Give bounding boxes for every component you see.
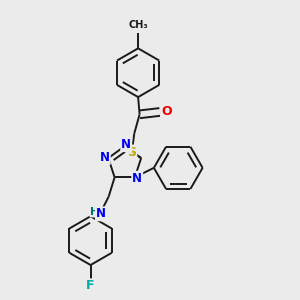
Text: S: S: [128, 146, 136, 159]
Text: N: N: [100, 151, 110, 164]
Text: H: H: [90, 206, 100, 217]
Text: N: N: [132, 172, 142, 185]
Text: N: N: [96, 207, 106, 220]
Text: O: O: [161, 106, 172, 118]
Text: CH₃: CH₃: [128, 20, 148, 31]
Text: N: N: [121, 138, 131, 151]
Text: F: F: [86, 279, 95, 292]
